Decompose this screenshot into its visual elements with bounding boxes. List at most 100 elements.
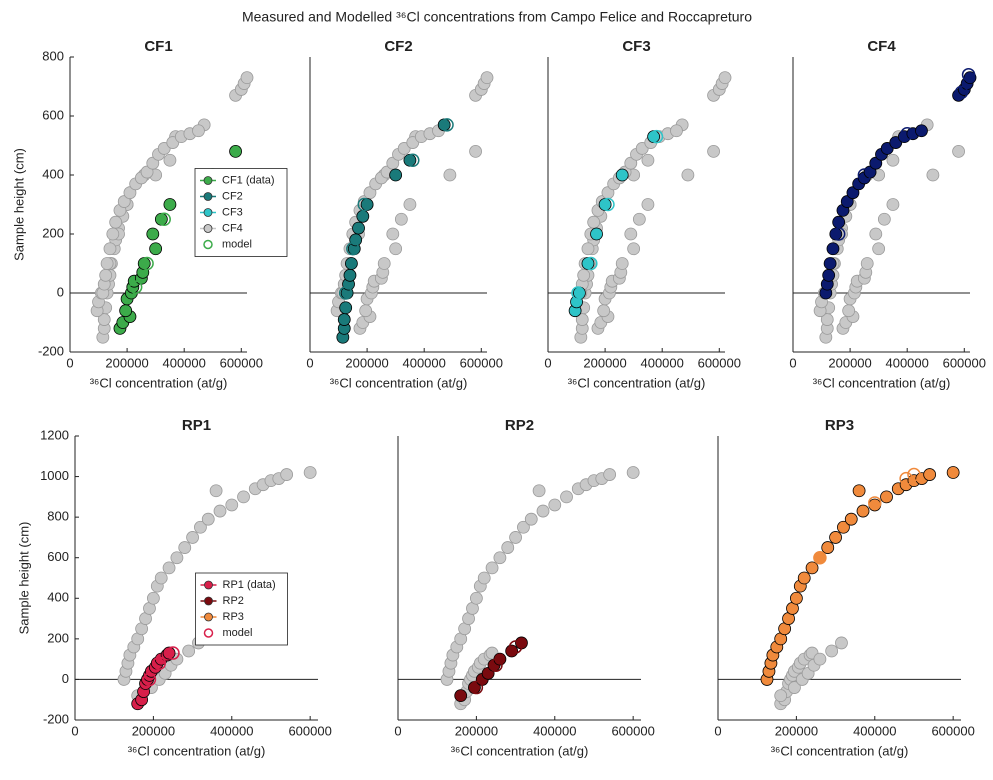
data-point	[560, 490, 573, 504]
data-point	[837, 520, 850, 534]
x-tick-label: 0	[306, 355, 313, 370]
model-point	[649, 129, 664, 144]
legend-label: CF2	[222, 190, 243, 202]
x-axis-label: ³⁶Cl concentration (at/g)	[128, 743, 266, 758]
data-point	[627, 242, 641, 256]
y-tick-label: 800	[42, 48, 64, 63]
model-point	[571, 286, 585, 300]
x-tick-label: 400000	[885, 355, 928, 370]
legend-marker	[203, 176, 213, 185]
legend-marker	[203, 208, 213, 217]
data-point	[377, 257, 391, 270]
data-point	[182, 644, 196, 658]
x-tick-label: 600000	[288, 723, 331, 738]
data-point	[225, 498, 239, 512]
data-point	[119, 304, 133, 318]
data-point	[823, 257, 837, 270]
data-point	[548, 498, 562, 512]
data-point	[886, 153, 900, 167]
data-point	[356, 209, 370, 223]
data-point	[154, 571, 168, 585]
data-point	[437, 118, 451, 132]
model-point	[346, 242, 360, 256]
data-point	[603, 468, 617, 481]
panel: CF2 0 200000 400000 600000 ³⁶Cl concentration…	[306, 38, 503, 390]
legend-marker	[204, 612, 213, 622]
data-point	[154, 212, 168, 226]
data-point	[788, 681, 801, 694]
data-point	[789, 591, 803, 605]
data-point	[597, 304, 611, 318]
legend: CF1 (data) CF2 CF3 CF4 model	[194, 168, 288, 257]
model-point	[831, 227, 846, 241]
data-point	[337, 313, 351, 326]
x-tick-label: 0	[714, 723, 721, 738]
x-tick-label: 600000	[220, 355, 263, 370]
x-tick-label: 600000	[460, 355, 503, 370]
model-point	[961, 67, 976, 82]
data-point	[469, 144, 482, 158]
data-point	[229, 144, 242, 158]
x-axis-label: ³⁶Cl concentration (at/g)	[451, 743, 589, 758]
legend-marker	[203, 192, 213, 201]
data-point	[339, 301, 353, 315]
model-point	[900, 126, 914, 141]
data-point	[493, 551, 507, 565]
data-point	[146, 591, 160, 605]
x-tick-label: 400000	[533, 723, 576, 738]
data-point	[359, 304, 373, 318]
y-tick-label: 1200	[40, 427, 69, 442]
legend-label: model	[223, 627, 253, 639]
data-point	[915, 124, 928, 138]
figure-title: Measured and Modelled ³⁶Cl concentration…	[242, 9, 752, 25]
data-point	[170, 551, 184, 565]
model-point	[489, 658, 503, 672]
data-point	[389, 242, 403, 256]
legend-marker	[203, 239, 213, 250]
data-point	[137, 257, 151, 270]
model-point	[440, 118, 454, 132]
data-point	[240, 71, 254, 85]
data-point	[670, 124, 683, 138]
data-point	[178, 541, 192, 554]
data-point	[923, 468, 937, 481]
model-point	[152, 656, 167, 670]
y-tick-label: 1000	[40, 468, 69, 483]
model-point	[899, 471, 913, 486]
y-tick-label: 400	[42, 166, 64, 181]
legend-marker	[204, 596, 213, 606]
panel: CF3 0 200000 400000 600000 ³⁶Cl concentration…	[544, 38, 741, 390]
legend-label: CF3	[222, 206, 243, 218]
x-tick-label: 0	[66, 355, 73, 370]
data-point	[590, 227, 603, 241]
data-point	[822, 268, 836, 282]
y-tick-label: -200	[43, 711, 69, 726]
data-point	[163, 198, 177, 211]
model-point	[140, 256, 154, 271]
panel-title: CF4	[867, 38, 896, 55]
data-point	[237, 490, 250, 504]
x-axis-label: ³⁶Cl concentration (at/g)	[330, 375, 468, 390]
data-point	[146, 227, 160, 241]
data-point	[774, 689, 788, 703]
panel-title: CF2	[384, 38, 412, 55]
y-tick-label: 400	[47, 590, 69, 605]
legend-label: CF4	[222, 222, 243, 234]
x-tick-label: 200000	[583, 355, 626, 370]
data-point	[100, 257, 114, 270]
data-point	[624, 227, 638, 241]
model-point	[406, 153, 420, 167]
data-point	[598, 198, 612, 211]
data-point	[386, 227, 400, 241]
data-point	[524, 512, 538, 526]
model-point	[907, 467, 921, 482]
data-point	[480, 71, 494, 85]
data-point	[926, 168, 940, 182]
data-point	[103, 242, 117, 256]
data-point	[280, 468, 294, 481]
panel: RP3 0 200000 400000 600000 ³⁶Cl concentration…	[714, 417, 974, 758]
x-tick-label: 600000	[698, 355, 741, 370]
legend-marker	[204, 580, 213, 590]
x-tick-label: 200000	[132, 723, 175, 738]
data-point	[797, 571, 811, 585]
